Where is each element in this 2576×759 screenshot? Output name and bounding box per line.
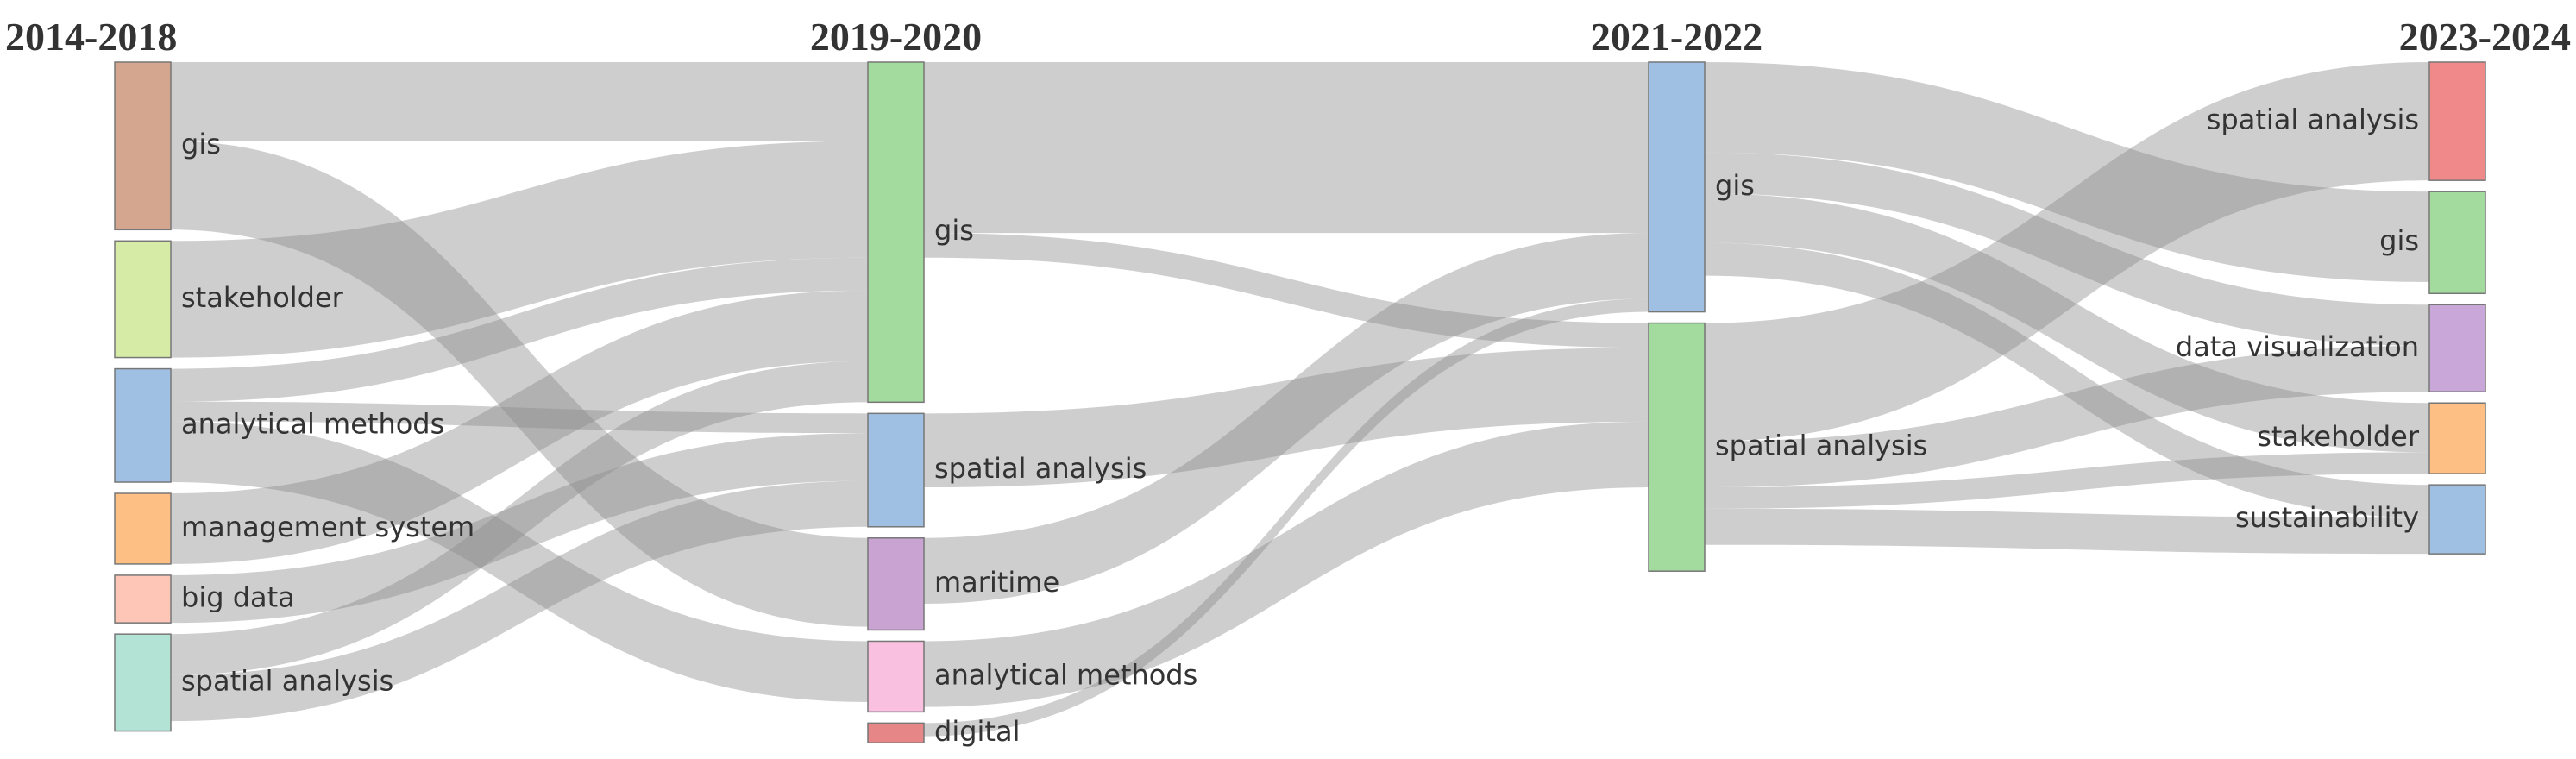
- link: [1705, 345, 2429, 488]
- node-label: gis: [934, 214, 974, 247]
- node-label: stakeholder: [2257, 420, 2420, 453]
- link: [171, 290, 868, 564]
- column-title: 2021-2022: [1591, 15, 1762, 59]
- node: [2428, 402, 2486, 474]
- node-label: gis: [2379, 224, 2419, 257]
- link: [1705, 193, 2429, 453]
- node: [867, 537, 925, 631]
- node-label: stakeholder: [181, 281, 344, 314]
- node: [867, 412, 925, 528]
- node-label: management system: [181, 511, 474, 543]
- node: [867, 722, 925, 743]
- node-label: spatial analysis: [181, 664, 393, 697]
- node: [114, 61, 172, 231]
- link: [924, 421, 1649, 707]
- node-label: sustainability: [2235, 501, 2419, 534]
- link: [1705, 508, 2429, 555]
- link: [1705, 452, 2429, 509]
- node: [2428, 304, 2486, 392]
- link: [924, 348, 1649, 488]
- node: [1648, 322, 1706, 572]
- node: [114, 492, 172, 565]
- node-label: gis: [1715, 169, 1755, 202]
- node: [2428, 61, 2486, 181]
- link: [1705, 242, 2429, 518]
- node: [114, 574, 172, 624]
- node: [867, 61, 925, 404]
- link: [171, 401, 868, 434]
- node: [114, 367, 172, 483]
- node-label: digital: [934, 715, 1020, 748]
- link: [924, 233, 1649, 348]
- node: [867, 640, 925, 713]
- column-title: 2019-2020: [810, 15, 982, 59]
- link: [1705, 62, 2429, 442]
- link: [171, 433, 868, 624]
- node: [114, 633, 172, 732]
- node-label: big data: [181, 581, 295, 614]
- node: [2428, 191, 2486, 295]
- link: [1705, 152, 2429, 346]
- column-title: 2023-2024: [2399, 15, 2571, 59]
- links: [171, 62, 2429, 737]
- node-label: spatial analysis: [934, 452, 1147, 485]
- link: [924, 233, 1649, 604]
- node: [1648, 61, 1706, 313]
- link: [171, 257, 868, 402]
- link: [171, 421, 868, 702]
- node-label: analytical methods: [181, 407, 444, 440]
- node-label: data visualization: [2176, 330, 2419, 363]
- link: [171, 141, 868, 627]
- link: [924, 62, 1649, 234]
- nodes: gis stakeholder analytical methods manageme…: [114, 61, 2486, 748]
- link: [171, 361, 868, 675]
- link: [924, 298, 1649, 737]
- link: [171, 141, 868, 358]
- node-label: spatial analysis: [1715, 429, 1927, 461]
- link: [1705, 62, 2429, 282]
- node: [114, 240, 172, 359]
- link: [171, 62, 868, 141]
- node: [2428, 484, 2486, 555]
- node-label: maritime: [934, 566, 1059, 599]
- node-label: gis: [181, 128, 221, 160]
- column-title: 2014-2018: [5, 15, 177, 59]
- node-label: analytical methods: [934, 658, 1197, 691]
- link: [171, 480, 868, 722]
- node-label: spatial analysis: [2207, 104, 2419, 136]
